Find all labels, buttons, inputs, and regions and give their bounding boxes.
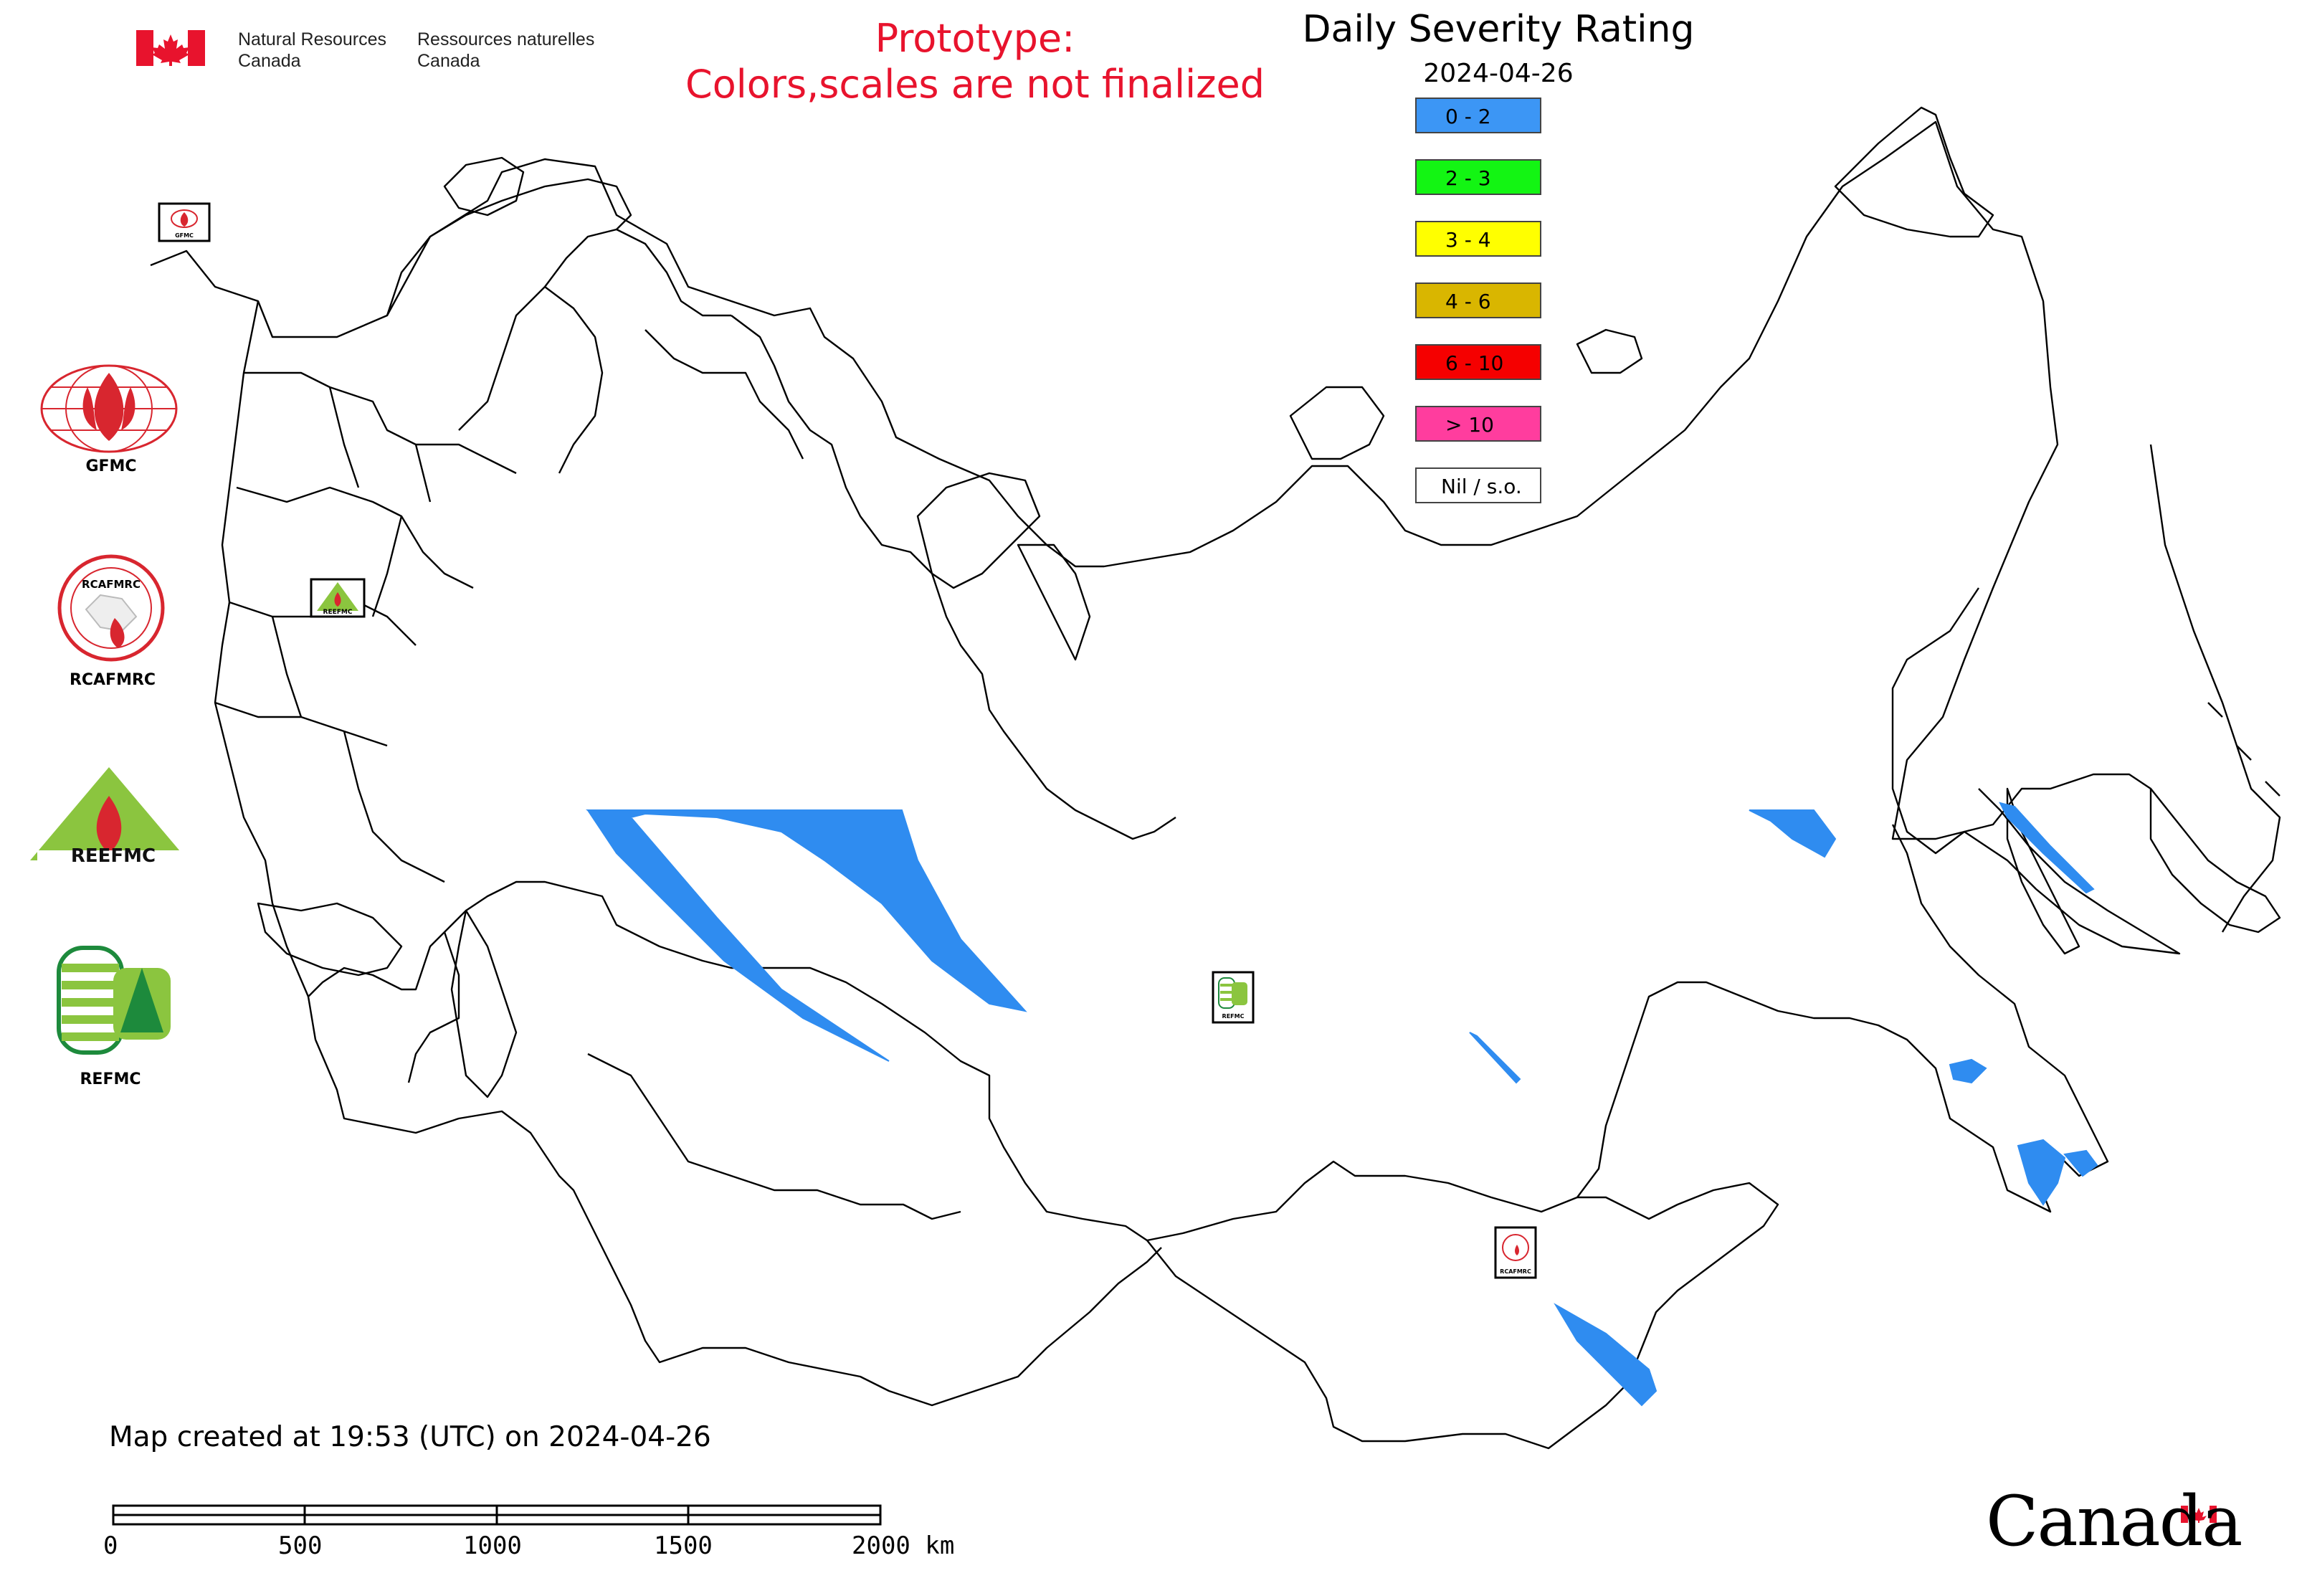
scale-label-1500: 1500	[654, 1531, 713, 1560]
map-outline-chukotka	[1834, 106, 1994, 238]
map-outline-japan	[2149, 787, 2281, 934]
map-outline-black-sea	[257, 902, 403, 977]
prototype-line2: Colors,scales are not finalized	[685, 62, 1265, 107]
map-marker-reefmc-label: REEFMC	[323, 609, 353, 616]
severity-area-west-tip	[586, 809, 607, 822]
rcafmrc-logo	[57, 554, 165, 662]
refmc-logo	[57, 946, 171, 1055]
legend-label: Nil / s.o.	[1441, 475, 1522, 498]
reefmc-logo	[30, 767, 188, 863]
gov-en-line1: Natural Resources	[238, 29, 387, 49]
severity-area-west-band	[586, 809, 1027, 1062]
severity-area-siberia-streak	[1469, 1032, 1521, 1084]
map-outline-central-asia	[314, 1039, 1162, 1407]
gfmc-logo	[40, 364, 178, 453]
severity-area-kamchatka-strip	[1999, 802, 2095, 894]
map-marker-gfmc-label: GFMC	[175, 232, 194, 239]
gov-fr-line2: Canada	[417, 51, 480, 71]
canada-wordmark: Canada	[1986, 1481, 2242, 1562]
map-outline-north-coast	[150, 120, 2151, 840]
map-outline-kuril-islands	[2207, 702, 2280, 797]
map-marker-refmc-label: REFMC	[1222, 1013, 1245, 1020]
map-outline-new-siberian	[1576, 328, 1643, 374]
map-outline-yamal	[1017, 543, 1091, 661]
legend-label: 2 - 3	[1445, 166, 1491, 190]
legend-label: 3 - 4	[1445, 228, 1491, 252]
gov-signature-french: Ressources naturelles Canada	[417, 29, 594, 72]
legend-item-2-3: 2 - 3	[1415, 159, 1541, 195]
rcafmrc-logo-inner-text: RCAFMRC	[82, 578, 141, 591]
map-outline-east-coast	[307, 824, 2109, 1242]
map-outline-kamchatka	[1891, 587, 2181, 955]
legend-label: 6 - 10	[1445, 351, 1504, 375]
map-outline-taymyr	[1289, 386, 1385, 460]
canada-wordmark-flag-icon	[2181, 1506, 2217, 1523]
scale-bar	[112, 1504, 882, 1526]
map-date: 2024-04-26	[1423, 59, 1574, 88]
legend-item-6-10: 6 - 10	[1415, 344, 1541, 380]
map-outline-scandinavia	[386, 178, 804, 474]
severity-area-primorye-east	[2063, 1149, 2098, 1177]
map-marker-refmc[interactable]: REFMC	[1212, 971, 1255, 1024]
scale-label-0: 0	[103, 1531, 118, 1560]
gov-en-line2: Canada	[238, 51, 301, 71]
scale-label-2000: 2000 km	[852, 1531, 955, 1560]
map-outline-baltic-russia	[731, 315, 1176, 840]
severity-area-primorye-south	[2017, 1139, 2066, 1206]
map-marker-reefmc[interactable]: REEFMC	[310, 578, 366, 618]
legend-item-4-6: 4 - 6	[1415, 282, 1541, 318]
legend-label: 0 - 2	[1445, 105, 1491, 128]
map-outline-west-boundaries	[214, 300, 517, 997]
map-outline-kazakhstan-south	[407, 931, 961, 1220]
severity-area-yakutia	[1749, 809, 1837, 858]
legend-item-3-4: 3 - 4	[1415, 221, 1541, 257]
map-outline-caspian	[450, 909, 518, 1098]
gov-fr-line1: Ressources naturelles	[417, 29, 595, 49]
map-outline-novaya-zemlya	[916, 472, 1041, 589]
reefmc-logo-text: REEFMC	[71, 845, 156, 867]
map-marker-gfmc[interactable]: GFMC	[158, 202, 211, 242]
map-outline-mongolia	[1146, 1182, 1779, 1450]
map-marker-rcafmrc[interactable]: RCAFMRC	[1494, 1226, 1537, 1279]
legend-label: > 10	[1445, 413, 1494, 437]
scale-label-500: 500	[278, 1531, 323, 1560]
legend-item-0-2: 0 - 2	[1415, 98, 1541, 133]
legend-label: 4 - 6	[1445, 290, 1491, 313]
map-created-timestamp: Map created at 19:53 (UTC) on 2024-04-26	[109, 1421, 711, 1453]
gov-signature-english: Natural Resources Canada	[238, 29, 386, 72]
prototype-line1: Prototype:	[875, 16, 1075, 61]
scale-label-1000: 1000	[463, 1531, 522, 1560]
gfmc-logo-label: GFMC	[85, 457, 136, 475]
map-outline-svalbard	[443, 156, 525, 217]
severity-area-mongolia-east	[1554, 1303, 1657, 1407]
legend-item-nil: Nil / s.o.	[1415, 467, 1541, 503]
map-marker-rcafmrc-label: RCAFMRC	[1500, 1268, 1531, 1275]
map-outline-sakhalin	[2006, 787, 2080, 955]
rcafmrc-logo-label: RCAFMRC	[70, 671, 156, 689]
legend-item-gt-10: > 10	[1415, 406, 1541, 442]
map-title: Daily Severity Rating	[1302, 8, 1695, 51]
prototype-notice: Prototype: Colors,scales are not finaliz…	[588, 16, 1362, 108]
map-outline-kamchatka-east	[2149, 444, 2281, 933]
canada-flag-icon	[136, 30, 205, 66]
severity-area-amur-mouth	[1949, 1058, 1987, 1084]
refmc-logo-label: REFMC	[80, 1070, 141, 1088]
